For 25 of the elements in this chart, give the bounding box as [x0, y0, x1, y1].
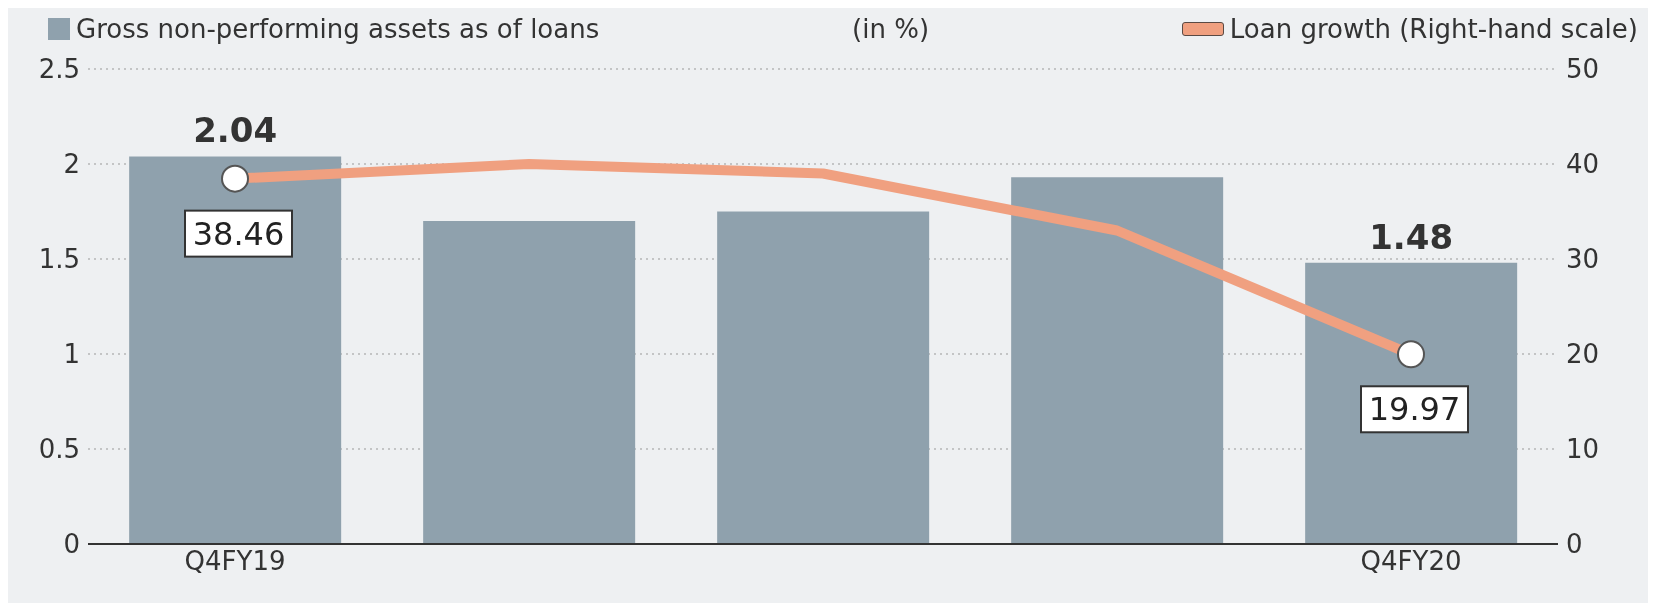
bar [129, 156, 342, 544]
bar [423, 221, 636, 544]
legend-label: Gross non-performing assets as of loans [76, 14, 600, 44]
y2-tick-label: 30 [1566, 244, 1600, 275]
y-tick-label: 0 [63, 529, 80, 560]
bar [717, 211, 930, 544]
legend-label: Loan growth (Right-hand scale) [1229, 14, 1638, 44]
y-tick-label: 1.5 [38, 244, 80, 275]
y2-tick-label: 10 [1566, 434, 1600, 465]
y2-tick-label: 20 [1566, 339, 1600, 370]
data-label: 38.46 [192, 214, 285, 253]
text: (in %) [852, 14, 930, 44]
y2-tick-label: 0 [1566, 529, 1583, 560]
bar [1011, 177, 1224, 544]
y-tick-label: 1 [63, 339, 80, 370]
y-tick-label: 2.5 [38, 54, 80, 85]
data-label: 1.48 [1369, 216, 1454, 257]
x-tick-label: Q4FY20 [1360, 546, 1462, 577]
y-tick-label: 0.5 [38, 434, 80, 465]
y2-tick-label: 50 [1566, 54, 1600, 85]
x-tick-label: Q4FY19 [184, 546, 286, 577]
y2-tick-label: 40 [1566, 149, 1600, 180]
y-tick-label: 2 [63, 149, 80, 180]
data-label: 19.97 [1368, 390, 1461, 429]
data-label: 2.04 [193, 110, 278, 151]
